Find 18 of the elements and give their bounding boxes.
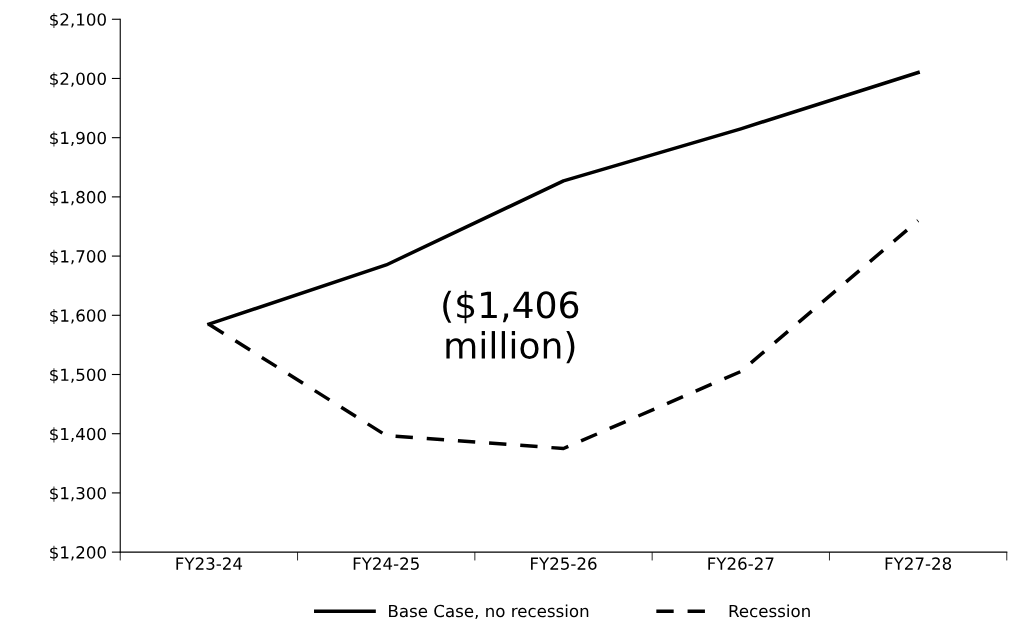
y-tick-label: $1,400 — [50, 427, 106, 443]
y-tick-label: $2,100 — [50, 12, 106, 29]
y-tick-label: $1,200 — [50, 545, 106, 561]
y-tick-label: $1,900 — [50, 131, 106, 147]
y-tick-label: $1,300 — [50, 486, 106, 502]
y-tick-label: $1,800 — [50, 190, 106, 206]
y-tick-label: $1,500 — [50, 368, 106, 384]
y-tick-label: $1,600 — [50, 308, 106, 325]
legend-label: Base Case, no recession — [389, 604, 589, 620]
x-tick-label: FY27-28 — [885, 557, 952, 570]
legend-label: Recession — [729, 604, 810, 618]
x-tick-label: FY25-26 — [531, 557, 597, 570]
x-tick-label: FY24-25 — [353, 557, 419, 570]
x-tick-label: FY26-27 — [708, 557, 774, 570]
x-tick-label: FY23-24 — [176, 557, 243, 570]
y-tick-label: $2,000 — [50, 72, 106, 88]
y-tick-label: $1,700 — [50, 249, 106, 265]
annotation: ($1,406 million) — [443, 290, 579, 364]
